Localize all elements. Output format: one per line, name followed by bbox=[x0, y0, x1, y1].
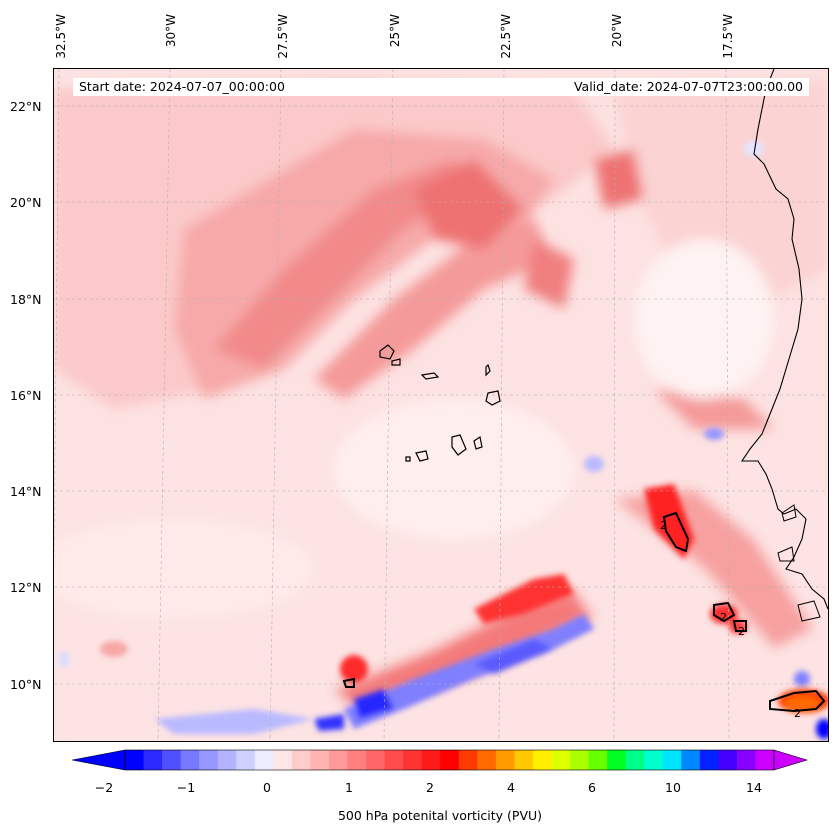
graticule bbox=[54, 69, 828, 741]
colorbar-cell bbox=[236, 750, 256, 770]
colorbar-cell bbox=[532, 750, 552, 770]
colorbar-cell bbox=[273, 750, 293, 770]
colorbar-cell bbox=[514, 750, 534, 770]
colorbar-min-arrow bbox=[72, 749, 126, 771]
colorbar-tick: 1 bbox=[345, 780, 353, 795]
colorbar-cell bbox=[125, 750, 145, 770]
lat-label: 10°N bbox=[10, 677, 42, 692]
colorbar-tick: 10 bbox=[665, 780, 681, 795]
map-panel[interactable]: 2 2 2 2 Start date: 2024-07-07_00:00:00 … bbox=[53, 68, 829, 742]
lon-label: 32.5°W bbox=[54, 14, 68, 59]
colorbar bbox=[72, 749, 809, 771]
colorbar-cell bbox=[162, 750, 182, 770]
lat-label: 14°N bbox=[10, 484, 42, 499]
colorbar-cell bbox=[495, 750, 515, 770]
lon-label: 25°W bbox=[388, 14, 402, 48]
colorbar-cell bbox=[199, 750, 219, 770]
contour-label: 2 bbox=[660, 519, 667, 532]
colorbar-cell bbox=[588, 750, 608, 770]
contour-label: 2 bbox=[738, 625, 745, 638]
lon-label: 17.5°W bbox=[721, 14, 735, 59]
colorbar-cell bbox=[328, 750, 349, 770]
colorbar-cell bbox=[310, 750, 330, 770]
contour-label: 2 bbox=[720, 611, 727, 624]
cape-verde-islands bbox=[379, 344, 501, 462]
pv-field-map: 2 2 2 2 bbox=[54, 69, 828, 741]
colorbar-tick: −1 bbox=[176, 780, 196, 795]
colorbar-cell bbox=[143, 750, 163, 770]
lat-label: 20°N bbox=[10, 195, 42, 210]
lat-label: 22°N bbox=[10, 99, 42, 114]
colorbar-cell bbox=[477, 750, 497, 770]
pv-shading bbox=[54, 79, 828, 741]
colorbar-cell bbox=[347, 750, 367, 770]
colorbar-tick: 6 bbox=[588, 780, 596, 795]
coastline-islands bbox=[777, 504, 821, 622]
lat-label: 18°N bbox=[10, 292, 42, 307]
lon-label: 27.5°W bbox=[276, 14, 290, 59]
lon-label: 30°W bbox=[164, 14, 178, 48]
date-info-bar: Start date: 2024-07-07_00:00:00 Valid_da… bbox=[73, 78, 809, 96]
coastline bbox=[740, 69, 828, 610]
positive-pv-cores bbox=[100, 484, 828, 713]
lat-label: 12°N bbox=[10, 580, 42, 595]
colorbar-cell bbox=[718, 750, 738, 770]
negative-pv-band bbox=[58, 141, 828, 739]
colorbar-tick: −2 bbox=[94, 780, 114, 795]
colorbar-cell bbox=[291, 750, 311, 770]
colorbar-cell bbox=[736, 750, 756, 770]
colorbar-cell bbox=[607, 750, 627, 770]
lon-label: 22.5°W bbox=[499, 14, 513, 59]
colorbar-cell bbox=[755, 750, 775, 770]
colorbar-cell bbox=[681, 750, 701, 770]
lon-label: 20°W bbox=[610, 14, 624, 48]
colorbar-label: 500 hPa potenital vorticity (PVU) bbox=[337, 808, 543, 823]
colorbar-cell bbox=[570, 750, 590, 770]
colorbar-cell bbox=[403, 750, 423, 770]
colorbar-cell bbox=[366, 750, 386, 770]
colorbar-cell bbox=[440, 750, 460, 770]
contour-label: 2 bbox=[794, 707, 801, 720]
colorbar-cell bbox=[625, 750, 645, 770]
colorbar-cell bbox=[458, 750, 478, 770]
colorbar-max-arrow bbox=[773, 749, 809, 771]
colorbar-cell bbox=[384, 750, 404, 770]
colorbar-cell bbox=[254, 750, 274, 770]
colorbar-cell bbox=[699, 750, 719, 770]
colorbar-tick: 2 bbox=[426, 780, 434, 795]
lat-label: 16°N bbox=[10, 388, 42, 403]
colorbar-tick: 4 bbox=[507, 780, 515, 795]
colorbar-tick: 14 bbox=[746, 780, 762, 795]
colorbar-cell bbox=[217, 750, 237, 770]
colorbar-cell bbox=[644, 750, 664, 770]
colorbar-cell bbox=[180, 750, 200, 770]
start-date-label: Start date: 2024-07-07_00:00:00 bbox=[79, 79, 285, 94]
pv-2-contours bbox=[342, 511, 826, 713]
valid-date-label: Valid_date: 2024-07-07T23:00:00.00 bbox=[573, 79, 803, 94]
colorbar-cell bbox=[421, 750, 441, 770]
colorbar-tick: 0 bbox=[263, 780, 271, 795]
colorbar-cell bbox=[551, 750, 571, 770]
colorbar-cell bbox=[662, 750, 682, 770]
